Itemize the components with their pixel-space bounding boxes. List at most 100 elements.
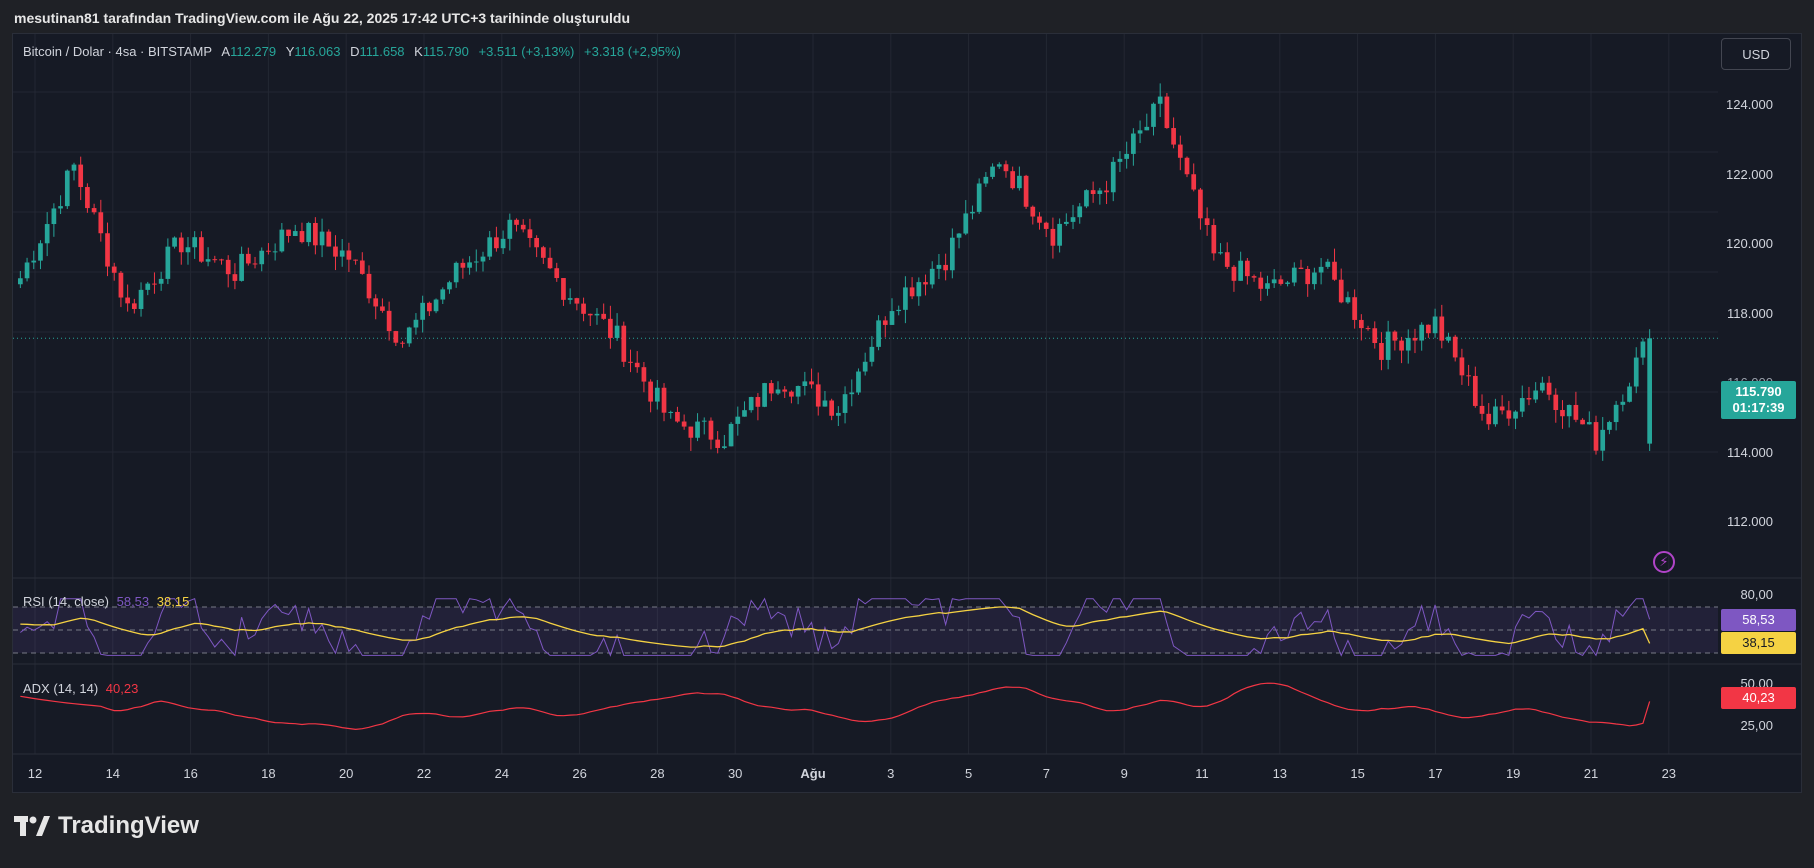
candle — [755, 393, 761, 421]
candle — [916, 277, 922, 306]
candle — [567, 288, 573, 305]
candle — [1613, 400, 1619, 431]
candle — [1499, 395, 1505, 415]
candle — [152, 272, 157, 294]
candle — [192, 231, 198, 259]
candle — [581, 297, 586, 322]
candle — [1104, 180, 1109, 205]
candle — [842, 386, 848, 424]
price-axis-label: 120.000 — [1726, 236, 1773, 251]
candle — [594, 308, 600, 325]
adx-legend[interactable]: ADX (14, 14) 40,23 — [23, 681, 138, 696]
candle — [1285, 280, 1290, 287]
candle — [1157, 83, 1163, 118]
candle — [1023, 174, 1029, 209]
candle — [232, 263, 238, 290]
tradingview-logo[interactable]: TradingView — [14, 812, 199, 840]
candle — [1318, 258, 1324, 285]
change-value-2: +3.318 (+2,95%) — [584, 44, 681, 59]
candle — [118, 271, 124, 308]
candle — [1479, 394, 1485, 421]
candle — [601, 303, 607, 320]
bar-countdown: 01:17:39 — [1732, 400, 1785, 415]
symbol-legend[interactable]: Bitcoin / Dolar · 4sa · BITSTAMP A112.27… — [23, 44, 681, 59]
time-axis-label: 22 — [416, 766, 432, 781]
candle — [507, 213, 513, 251]
candle — [976, 178, 982, 214]
candle — [259, 247, 265, 272]
candle — [1245, 257, 1250, 285]
chart-frame[interactable]: Bitcoin / Dolar · 4sa · BITSTAMP A112.27… — [12, 33, 1802, 793]
candle — [24, 257, 30, 282]
candle — [480, 251, 486, 272]
rsi-legend[interactable]: RSI (14, close) 58,53 38,15 — [23, 594, 189, 609]
candle — [1586, 411, 1592, 425]
currency-button[interactable]: USD — [1721, 38, 1791, 70]
candle — [608, 305, 613, 349]
candle — [1459, 348, 1465, 385]
rsi-value: 58,53 — [116, 594, 150, 609]
candle — [158, 271, 164, 291]
candle — [380, 298, 385, 313]
candle — [319, 218, 325, 258]
candle — [1258, 271, 1264, 301]
alert-lightning-icon[interactable]: ⚡ — [1653, 551, 1675, 573]
chart-canvas[interactable] — [13, 34, 1801, 792]
candle — [903, 276, 908, 324]
candle — [1566, 404, 1572, 428]
candle — [1472, 366, 1478, 408]
time-axis-label: 14 — [105, 766, 121, 781]
candle — [715, 431, 721, 454]
candle — [1580, 418, 1585, 425]
candle — [433, 298, 439, 314]
candle — [1131, 128, 1136, 166]
candle — [554, 262, 560, 282]
candle — [1332, 248, 1337, 281]
candle — [561, 278, 566, 306]
adx-line — [20, 682, 1651, 731]
rsi-ma-value: 38,15 — [156, 594, 190, 609]
time-axis-label: 11 — [1195, 766, 1209, 781]
symbol-name[interactable]: Bitcoin / Dolar · 4sa · BITSTAMP — [23, 44, 212, 59]
candle — [722, 434, 727, 450]
rsi-line — [20, 597, 1651, 657]
candle — [889, 298, 895, 325]
candle — [339, 239, 345, 267]
candle — [71, 162, 77, 181]
candle — [1057, 218, 1062, 253]
time-axis-label: 12 — [27, 766, 43, 781]
candle — [1124, 141, 1130, 169]
candle — [1238, 251, 1243, 281]
candle — [789, 390, 794, 404]
candle — [1204, 207, 1210, 236]
candle — [768, 380, 774, 402]
candle — [313, 217, 318, 255]
candle — [809, 368, 814, 389]
candle — [574, 297, 580, 311]
candle — [956, 232, 962, 249]
candle — [996, 162, 1002, 169]
candle — [205, 247, 211, 267]
candle — [534, 235, 539, 258]
candle — [943, 253, 948, 281]
candle — [178, 232, 184, 265]
rsi-title: RSI (14, close) — [23, 594, 109, 609]
time-axis-label: 18 — [261, 766, 276, 781]
candle — [849, 379, 855, 407]
candle — [1446, 332, 1451, 343]
candle — [420, 295, 425, 333]
time-axis-label: 30 — [727, 766, 743, 781]
candle — [949, 228, 955, 279]
candle — [1177, 135, 1183, 171]
candle — [1271, 269, 1277, 288]
candle — [1513, 410, 1518, 430]
candle — [299, 222, 305, 244]
candle — [1640, 338, 1646, 365]
rsi-axis-label: 80,00 — [1740, 587, 1773, 602]
candle — [775, 381, 781, 396]
candle — [681, 414, 687, 430]
candle — [494, 226, 499, 252]
candle — [675, 406, 680, 423]
candle — [1305, 265, 1311, 297]
candle — [1144, 113, 1150, 131]
